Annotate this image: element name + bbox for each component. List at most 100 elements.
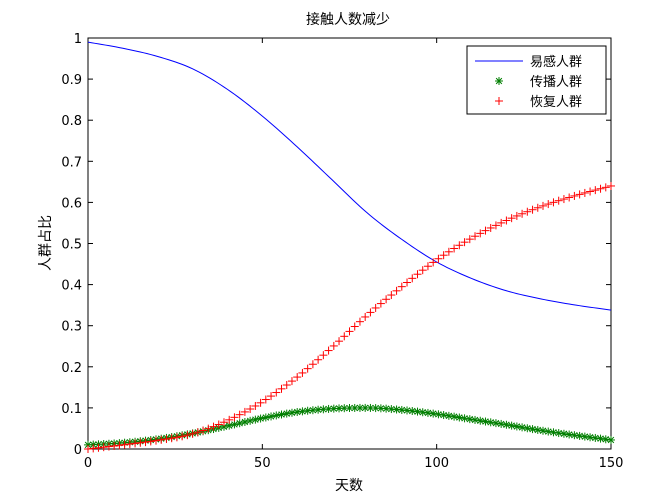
data-point [580,188,589,197]
data-point [418,408,427,417]
data-point [246,416,255,425]
data-point [199,426,208,435]
data-point [256,414,265,423]
data-point [287,377,296,386]
legend-label-2: 恢复人群 [530,95,582,110]
data-point [554,429,563,438]
data-point [277,384,286,393]
data-point [240,418,249,427]
data-point [272,388,281,397]
data-point [293,408,302,417]
y-tick-label: 0.9 [61,73,82,88]
data-point [146,437,155,446]
data-point [293,373,302,382]
data-point [471,232,480,241]
data-point [549,428,558,437]
data-point [94,443,103,452]
legend-label-1: 传播人群 [530,75,582,90]
data-point [559,429,568,438]
data-point [423,262,432,271]
data-point [601,183,610,192]
data-point [214,420,223,429]
data-point [115,441,124,450]
series-line-0 [87,41,612,311]
data-point [559,195,568,204]
data-point [418,266,427,275]
data-point [575,190,584,199]
data-point [476,229,485,238]
data-point [382,295,391,304]
legend-label-0: 易感人群 [530,54,582,70]
data-point [523,424,532,433]
data-point [298,368,307,377]
data-point [486,418,495,427]
data-point [183,431,192,440]
x-tick-label: 150 [599,456,624,471]
data-point [136,438,145,447]
data-point [502,420,511,429]
data-point [314,355,323,364]
data-point [256,398,265,407]
data-point [345,327,354,336]
data-point [151,436,160,445]
y-tick-label: 0.4 [61,279,82,294]
data-point [471,415,480,424]
x-axis-label: 天数 [335,478,363,494]
data-point [272,411,281,420]
data-point [444,247,453,256]
data-point [282,381,291,390]
data-point [486,223,495,232]
data-point [544,427,553,436]
data-point [209,422,218,431]
data-point [99,443,108,452]
data-point [591,433,600,442]
data-point [460,238,469,247]
data-point [89,444,98,453]
data-point [507,421,516,430]
data-point [298,407,307,416]
data-point [533,425,542,434]
data-point [324,404,333,413]
data-point [219,418,228,427]
data-point [491,221,500,230]
data-point [450,412,459,421]
data-point [131,439,140,448]
data-point [366,308,375,317]
data-point [465,415,474,424]
y-tick-label: 0 [74,443,82,458]
data-point [277,410,286,419]
data-point [523,207,532,216]
data-point [282,409,291,418]
legend-swatch-1 [495,77,503,85]
data-point [235,410,244,419]
data-point [528,205,537,214]
data-point [539,426,548,435]
data-point [235,419,244,428]
data-point [465,235,474,244]
data-point [162,435,171,444]
y-axis-label: 人群占比 [38,215,54,271]
data-point [518,423,527,432]
data-point [355,317,364,326]
data-point [240,407,249,416]
data-point [251,401,260,410]
data-point [512,211,521,220]
data-point [586,433,595,442]
data-point [607,435,615,444]
data-point [120,440,129,449]
series-layer [84,41,615,453]
data-point [303,406,312,415]
y-tick-label: 0.7 [61,155,82,170]
data-point [607,181,615,190]
data-point [261,395,270,404]
legend-box [466,45,607,115]
data-point [549,198,558,207]
data-point [596,434,605,443]
data-point [397,405,406,414]
data-point [376,404,385,413]
data-point [455,413,464,422]
data-point [125,440,134,449]
y-tick-label: 0.5 [61,238,82,253]
axis-ticks: 0 50 100 150 0 0.1 0.2 0.3 0.4 0.5 0.6 0.7 0.8 0.9 1 [61,32,623,471]
